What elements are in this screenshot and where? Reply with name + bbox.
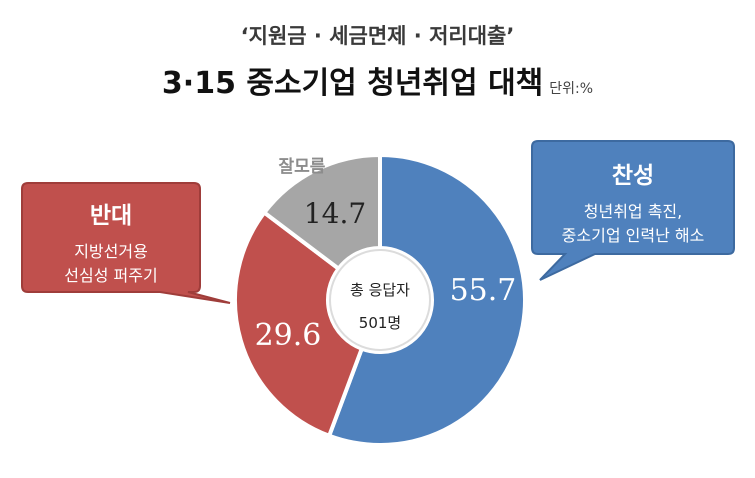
slice-label-unknown: 잘모름 bbox=[279, 156, 326, 177]
callout-agree-line-2: 중소기업 인력난 해소 bbox=[561, 226, 705, 245]
center-label: 총 응답자 bbox=[350, 281, 410, 299]
callout-agree-line-1: 청년취업 촉진, bbox=[583, 202, 683, 221]
value-label-oppose: 29.6 bbox=[255, 318, 322, 353]
center-value: 501명 bbox=[359, 314, 401, 332]
chart-subtitle: ‘지원금 · 세금면제 · 저리대출’ bbox=[240, 24, 515, 48]
callout-agree-box bbox=[531, 140, 735, 281]
callout-agree-title: 찬성 bbox=[611, 163, 655, 189]
chart-title: 3·15 중소기업 청년취업 대책 bbox=[161, 66, 544, 101]
value-label-unknown: 14.7 bbox=[304, 197, 366, 230]
callout-oppose-line-2: 선심성 퍼주기 bbox=[64, 266, 158, 285]
title-row: 3·15 중소기업 청년취업 대책 단위:% bbox=[0, 58, 755, 102]
slice-oppose bbox=[233, 209, 365, 439]
callout-agree: 찬성 청년취업 촉진, 중소기업 인력난 해소 bbox=[532, 156, 734, 248]
slice-agree bbox=[326, 152, 527, 447]
unit-label: 단위:% bbox=[549, 81, 594, 97]
center-hole bbox=[329, 249, 431, 351]
callout-oppose-box bbox=[21, 182, 231, 304]
callout-oppose-title: 반대 bbox=[89, 203, 133, 229]
value-label-agree: 55.7 bbox=[450, 273, 517, 308]
donut-slices bbox=[233, 152, 527, 447]
callout-oppose: 반대 지방선거용 선심성 퍼주기 bbox=[22, 196, 200, 288]
slice-unknown bbox=[261, 152, 382, 272]
callout-oppose-line-1: 지방선거용 bbox=[74, 242, 148, 261]
